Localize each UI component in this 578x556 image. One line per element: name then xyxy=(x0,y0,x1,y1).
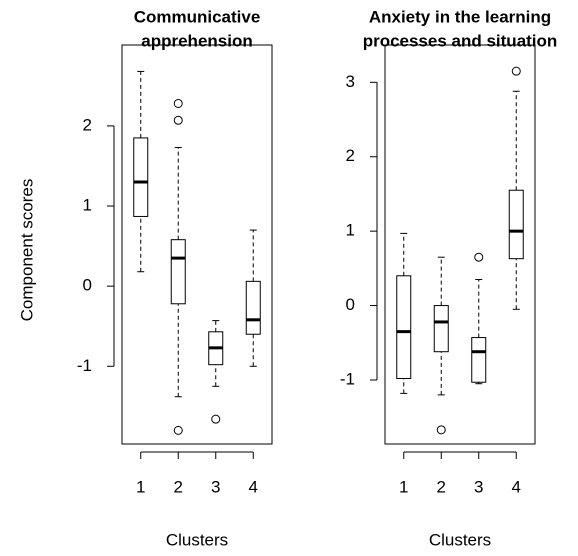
x-tick-label: 2 xyxy=(174,477,183,496)
x-tick-label: 1 xyxy=(136,477,145,496)
outlier xyxy=(511,66,521,76)
outlier xyxy=(211,414,221,424)
x-tick-label: 3 xyxy=(211,477,220,496)
box xyxy=(508,189,524,260)
y-tick-label: 1 xyxy=(346,221,355,240)
x-tick-label: 3 xyxy=(474,477,483,496)
box xyxy=(471,337,487,383)
box xyxy=(170,239,186,305)
y-tick-label: -1 xyxy=(340,369,355,388)
x-axis-label: Clusters xyxy=(166,530,228,549)
y-tick-label: 3 xyxy=(346,72,355,91)
outlier xyxy=(173,115,183,125)
outlier xyxy=(173,98,183,108)
x-axis-label: Clusters xyxy=(429,530,491,549)
box xyxy=(396,275,412,380)
box xyxy=(245,280,261,335)
y-tick-label: 1 xyxy=(83,196,92,215)
outlier xyxy=(436,425,446,435)
chart-title: Anxiety in the learning xyxy=(369,7,551,26)
x-tick-label: 4 xyxy=(512,477,521,496)
outlier xyxy=(474,252,484,262)
y-tick-label: 2 xyxy=(83,115,92,134)
y-tick-label: -1 xyxy=(77,356,92,375)
x-tick-label: 4 xyxy=(249,477,258,496)
box xyxy=(133,137,149,217)
chart-title: apprehension xyxy=(141,31,252,50)
box xyxy=(433,305,449,353)
chart-title: processes and situation xyxy=(363,31,558,50)
outlier xyxy=(173,425,183,435)
x-tick-label: 1 xyxy=(399,477,408,496)
y-tick-label: 2 xyxy=(346,146,355,165)
x-tick-label: 2 xyxy=(437,477,446,496)
y-tick-label: 0 xyxy=(83,276,92,295)
plot-frame xyxy=(384,44,536,445)
chart-title: Communicative xyxy=(134,7,261,26)
y-tick-label: 0 xyxy=(346,295,355,314)
y-axis-label: Component scores xyxy=(17,179,36,322)
plot-frame xyxy=(121,44,273,445)
